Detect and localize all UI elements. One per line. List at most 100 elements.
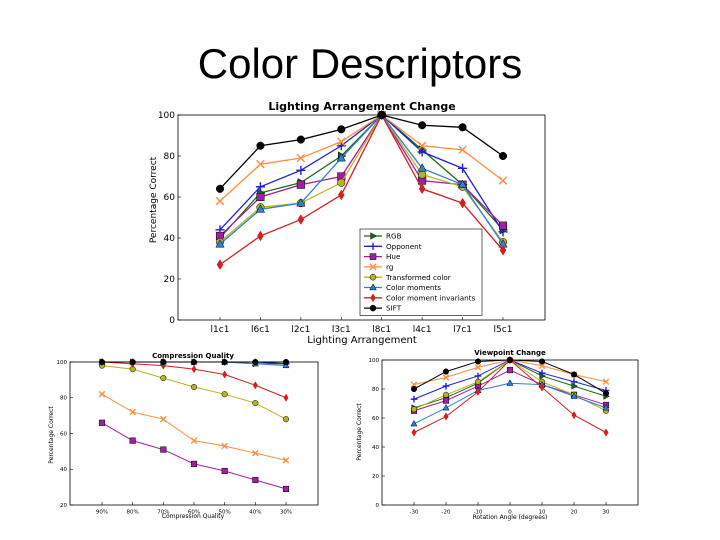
- data-point: [475, 387, 481, 397]
- plot-frame: [69, 361, 319, 506]
- legend-label: SIFT: [386, 304, 402, 313]
- data-point: [410, 406, 418, 413]
- data-point: [337, 189, 345, 201]
- data-point: [442, 391, 450, 398]
- legend-marker: [369, 242, 377, 250]
- data-point: [282, 416, 290, 423]
- data-point: [98, 390, 106, 398]
- data-point: [538, 380, 546, 388]
- data-point: [377, 110, 387, 120]
- data-point: [602, 390, 610, 397]
- data-point: [191, 358, 198, 366]
- data-point: [602, 387, 610, 394]
- x-tick-label: l2c1: [291, 325, 310, 335]
- series-line: [101, 393, 287, 461]
- x-axis-label: Lighting Arrangement: [307, 335, 417, 346]
- data-point: [442, 382, 450, 390]
- legend-entry-hue: Hue: [364, 252, 401, 261]
- data-point: [337, 178, 346, 187]
- data-point: [215, 238, 225, 247]
- data-point: [257, 230, 264, 242]
- y-tick-label: 40: [60, 467, 67, 473]
- data-point: [571, 382, 578, 390]
- x-tick-label: 80%: [127, 510, 139, 516]
- chart-title: Lighting Arrangement Change: [268, 100, 455, 113]
- y-tick-label: 40: [372, 445, 379, 451]
- x-tick-label: 50%: [219, 510, 231, 516]
- data-point: [410, 407, 418, 414]
- legend-entry-color-moment-invariants: Color moment invariants: [364, 293, 475, 302]
- data-point: [296, 153, 306, 163]
- legend-entry-sift: SIFT: [364, 304, 402, 313]
- data-point: [216, 233, 226, 243]
- series-color-moments: [410, 379, 610, 427]
- data-point: [474, 372, 482, 380]
- data-point: [602, 403, 610, 411]
- y-tick-label: 0: [376, 503, 380, 509]
- legend-marker: [370, 232, 378, 240]
- series-line: [101, 422, 287, 490]
- data-point: [571, 410, 577, 420]
- data-point: [296, 199, 305, 208]
- data-point: [252, 449, 259, 457]
- data-point: [252, 476, 259, 484]
- data-point: [252, 400, 259, 407]
- legend-label: Color moment invariants: [386, 293, 475, 302]
- y-tick-label: 20: [372, 474, 379, 480]
- plot-frame: [381, 359, 639, 506]
- data-point: [457, 179, 468, 188]
- series-line: [219, 114, 504, 233]
- series-line: [413, 369, 607, 412]
- series-rg: [215, 110, 508, 206]
- data-point: [411, 404, 418, 412]
- data-point: [377, 110, 386, 120]
- data-point: [603, 392, 610, 400]
- data-point: [296, 198, 306, 207]
- series-line: [101, 365, 287, 420]
- data-point: [410, 419, 418, 427]
- series-color-moments: [98, 358, 290, 369]
- data-point: [282, 485, 290, 492]
- y-tick-label: 20: [164, 275, 176, 285]
- y-tick-label: 60: [372, 416, 379, 422]
- legend-marker: [369, 304, 377, 312]
- data-point: [256, 141, 265, 150]
- data-point: [296, 135, 305, 144]
- data-point: [603, 428, 609, 437]
- data-point: [506, 356, 514, 364]
- data-point: [498, 239, 508, 248]
- data-point: [410, 395, 418, 403]
- legend-entry-color-moments: Color moments: [364, 283, 441, 292]
- data-point: [417, 163, 427, 172]
- x-tick-label: l6c1: [251, 325, 270, 335]
- data-point: [538, 381, 546, 388]
- series-hue: [98, 419, 290, 492]
- x-tick-label: l7c1: [453, 325, 472, 335]
- data-point: [458, 180, 467, 189]
- legend-entry-opponent: Opponent: [364, 242, 422, 251]
- data-point: [570, 391, 578, 398]
- data-point: [190, 437, 198, 444]
- data-point: [190, 358, 198, 365]
- x-tick-label: -20: [442, 510, 451, 516]
- data-point: [377, 109, 387, 119]
- y-axis-label: Percentage Correct: [48, 406, 55, 464]
- y-tick-label: 40: [164, 234, 176, 244]
- data-point: [507, 356, 514, 364]
- data-point: [442, 374, 450, 381]
- data-point: [190, 383, 198, 391]
- x-tick-label: l1c1: [211, 325, 230, 335]
- data-point: [337, 151, 347, 161]
- data-point: [506, 356, 514, 364]
- data-point: [539, 383, 545, 392]
- series-opponent: [410, 356, 610, 403]
- series-line: [219, 113, 504, 237]
- data-point: [378, 109, 386, 121]
- series-sift: [98, 358, 290, 366]
- data-point: [282, 457, 290, 464]
- data-point: [255, 204, 266, 213]
- x-tick-label: l8c1: [372, 325, 391, 335]
- data-point: [222, 370, 228, 379]
- data-point: [474, 378, 482, 385]
